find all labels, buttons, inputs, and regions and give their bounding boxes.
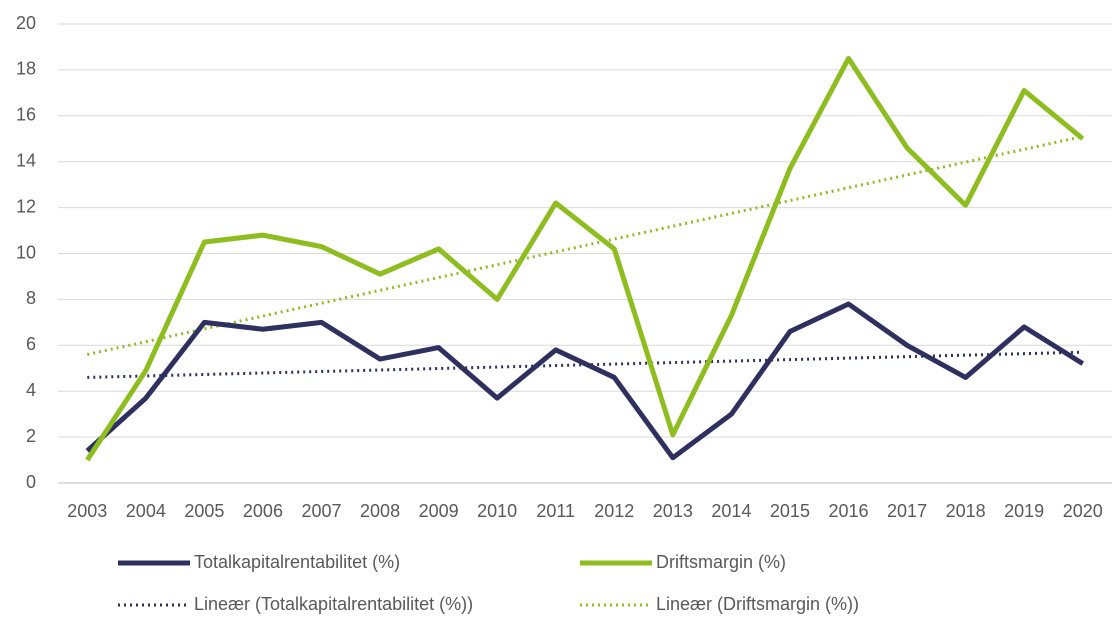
x-tick-label: 2008: [360, 501, 400, 521]
y-tick-label: 2: [26, 426, 36, 446]
x-tick-label: 2017: [887, 501, 927, 521]
x-tick-label: 2013: [653, 501, 693, 521]
y-tick-label: 8: [26, 288, 36, 308]
y-tick-label: 18: [16, 59, 36, 79]
y-tick-label: 4: [26, 380, 36, 400]
y-tick-label: 16: [16, 105, 36, 125]
series-line: [85, 55, 1085, 462]
x-tick-label: 2016: [828, 501, 868, 521]
series-line: [85, 301, 1085, 461]
x-tick-label: 2014: [711, 501, 751, 521]
x-tick-label: 2009: [419, 501, 459, 521]
x-tick-label: 2018: [946, 501, 986, 521]
x-tick-label: 2012: [594, 501, 634, 521]
y-tick-label: 14: [16, 150, 36, 170]
y-tick-label: 0: [26, 472, 36, 492]
x-tick-label: 2007: [301, 501, 341, 521]
legend-label: Driftsmargin (%): [656, 552, 786, 572]
x-tick-label: 2006: [243, 501, 283, 521]
legend-label: Lineær (Totalkapitalrentabilitet (%)): [194, 594, 473, 614]
x-tick-label: 2004: [126, 501, 166, 521]
y-tick-label: 6: [26, 334, 36, 354]
x-tick-label: 2005: [184, 501, 224, 521]
x-tick-label: 2020: [1063, 501, 1103, 521]
y-tick-label: 12: [16, 196, 36, 216]
legend-label: Lineær (Driftsmargin (%)): [656, 594, 859, 614]
x-tick-label: 2019: [1004, 501, 1044, 521]
trendline: [87, 350, 1083, 379]
legend-label: Totalkapitalrentabilitet (%): [194, 552, 400, 572]
y-tick-label: 10: [16, 242, 36, 262]
x-tick-label: 2015: [770, 501, 810, 521]
trendline: [86, 134, 1084, 356]
x-tick-label: 2003: [67, 501, 107, 521]
y-tick-label: 20: [16, 13, 36, 33]
x-tick-label: 2010: [477, 501, 517, 521]
x-tick-label: 2011: [536, 501, 575, 521]
